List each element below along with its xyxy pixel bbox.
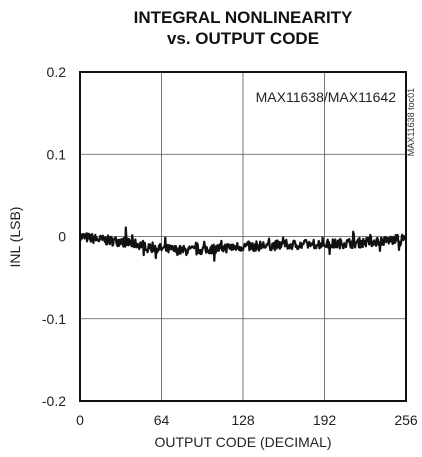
tick-labels: 0 64 128 192 256 0.2 0.1 0 -0.1 -0.2 — [42, 64, 418, 428]
series-layer — [78, 226, 408, 262]
grid-lines — [80, 72, 406, 401]
y-tick-label: 0.1 — [47, 146, 67, 162]
y-tick-label: 0 — [58, 229, 66, 245]
x-tick-label: 256 — [394, 412, 418, 428]
chart-title-line2: vs. OUTPUT CODE — [167, 29, 319, 48]
x-tick-label: 0 — [76, 412, 84, 428]
y-tick-label: -0.2 — [42, 393, 66, 409]
y-tick-label: 0.2 — [47, 64, 67, 80]
x-tick-label: 128 — [231, 412, 255, 428]
y-axis-label: INL (LSB) — [7, 207, 23, 268]
x-tick-label: 64 — [154, 412, 170, 428]
x-axis-label: OUTPUT CODE (DECIMAL) — [154, 434, 331, 450]
y-tick-label: -0.1 — [42, 311, 66, 327]
chart-title-line1: INTEGRAL NONLINEARITY — [134, 8, 353, 27]
x-tick-label: 192 — [313, 412, 337, 428]
figure-id: MAX11638 toc01 — [406, 88, 416, 156]
inl-series-line — [78, 226, 408, 262]
device-annotation: MAX11638/MAX11642 — [256, 89, 397, 105]
